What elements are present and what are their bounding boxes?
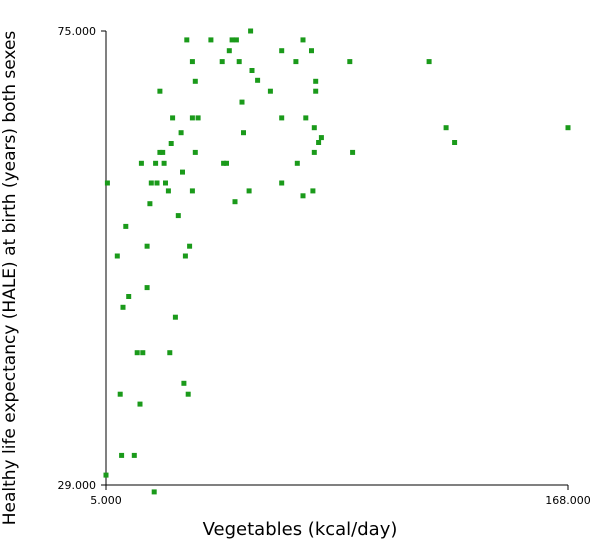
data-point xyxy=(313,78,319,84)
data-point xyxy=(153,160,159,166)
data-point xyxy=(134,350,140,356)
data-point xyxy=(189,59,195,65)
axes xyxy=(101,30,569,490)
data-point xyxy=(189,115,195,121)
data-point xyxy=(426,59,432,65)
data-point xyxy=(181,380,187,386)
data-point xyxy=(311,149,317,155)
data-point xyxy=(293,59,299,65)
data-point xyxy=(309,48,314,54)
data-point xyxy=(144,285,150,291)
data-point xyxy=(255,77,261,83)
data-point xyxy=(443,125,449,131)
data-point xyxy=(123,223,129,229)
data-point xyxy=(138,160,144,166)
y-axis-title: Healthy life expectancy (HALE) at birth … xyxy=(0,31,20,526)
data-point xyxy=(219,59,225,65)
data-point xyxy=(565,125,571,131)
data-point xyxy=(246,188,252,194)
data-point xyxy=(316,140,322,145)
y-tick-label-top: 75.000 xyxy=(58,25,97,38)
data-point xyxy=(249,68,255,73)
data-point xyxy=(311,125,317,131)
data-point xyxy=(157,149,163,155)
data-point xyxy=(184,37,190,43)
data-point xyxy=(168,141,174,146)
data-point xyxy=(248,28,254,34)
data-point xyxy=(114,253,120,259)
data-point xyxy=(452,140,458,145)
data-point xyxy=(192,78,198,84)
data-point xyxy=(182,253,188,259)
data-point xyxy=(310,188,316,194)
data-point xyxy=(229,37,235,43)
data-point xyxy=(167,350,173,356)
data-point xyxy=(180,169,185,175)
data-point xyxy=(192,149,198,155)
data-point xyxy=(185,391,191,397)
data-points xyxy=(103,28,571,495)
data-point xyxy=(137,401,143,407)
data-point xyxy=(279,180,285,186)
data-point xyxy=(241,130,246,136)
data-point xyxy=(208,37,214,43)
data-point xyxy=(157,88,163,94)
data-point xyxy=(300,37,306,43)
data-point xyxy=(151,489,157,495)
data-point xyxy=(239,99,245,105)
data-point xyxy=(233,37,239,43)
x-axis-title: Vegetables (kcal/day) xyxy=(203,519,398,540)
data-point xyxy=(318,135,324,141)
data-point xyxy=(178,130,184,136)
data-point xyxy=(189,188,195,194)
x-tick-label-left: 5.000 xyxy=(90,494,122,507)
data-point xyxy=(144,243,150,249)
data-point xyxy=(195,115,201,121)
data-point xyxy=(313,88,319,94)
data-point xyxy=(175,213,181,219)
data-point xyxy=(163,180,168,186)
data-point xyxy=(103,472,109,478)
data-point xyxy=(147,201,153,207)
data-point xyxy=(267,88,273,94)
data-point xyxy=(161,160,167,166)
data-point xyxy=(172,314,178,320)
data-point xyxy=(221,160,227,166)
data-point xyxy=(126,294,132,299)
data-point xyxy=(154,180,160,186)
y-tick-label-bottom: 29.000 xyxy=(58,479,97,492)
data-point xyxy=(187,243,193,249)
data-point xyxy=(226,48,232,54)
data-point xyxy=(119,452,125,458)
x-tick-label-right: 168.000 xyxy=(545,494,591,507)
data-point xyxy=(131,452,137,458)
data-point xyxy=(303,115,309,121)
data-point xyxy=(232,199,238,205)
data-point xyxy=(347,59,353,65)
data-point xyxy=(170,115,176,121)
data-point xyxy=(104,180,110,186)
data-point xyxy=(350,149,356,155)
data-point xyxy=(300,193,306,199)
data-point xyxy=(117,391,123,397)
data-point xyxy=(165,188,171,194)
data-point xyxy=(120,304,126,310)
data-point xyxy=(148,180,154,186)
data-point xyxy=(224,160,229,166)
data-point xyxy=(160,149,166,155)
data-point xyxy=(294,160,300,166)
data-point xyxy=(236,59,242,65)
data-point xyxy=(279,48,285,54)
data-point xyxy=(140,350,146,356)
data-point xyxy=(279,115,285,121)
